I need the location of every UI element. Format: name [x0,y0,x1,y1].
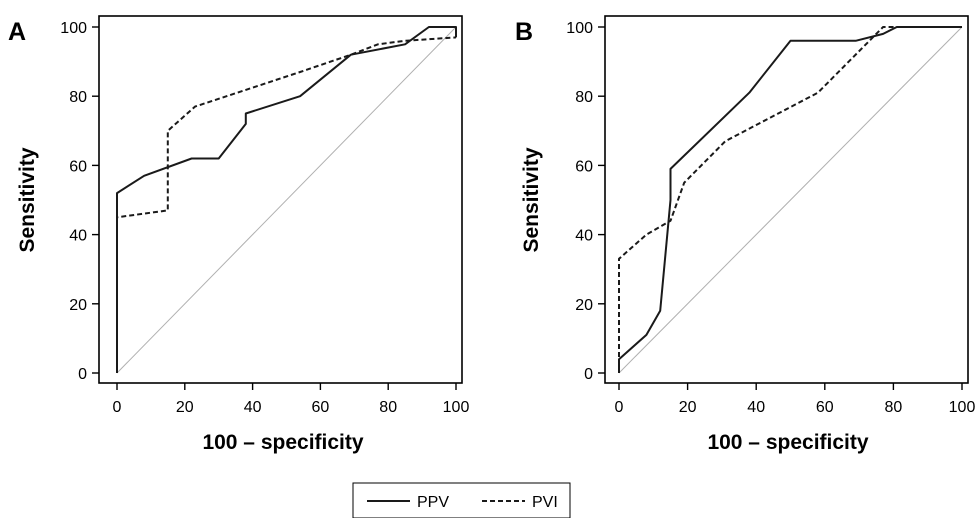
panel-a-series-pvi-line [116,36,457,373]
panel-a-x-axis-title: 100 – specificity [202,431,363,454]
panel-a-x-tick-label-0: 0 [113,399,122,416]
panel-a-y-axis-title: Sensitivity [16,147,39,252]
panel-b-x-tick-label-40: 40 [747,399,765,416]
panel-b-y-tick-label-20: 20 [575,297,593,314]
panel-a-x-tick-label-60: 60 [312,399,330,416]
panel-b-y-tick-label-80: 80 [575,89,593,106]
panel-a-x-tick-label-100: 100 [443,399,470,416]
panel-a-series-ppv-line [116,26,457,373]
panel-b-x-tick-label-0: 0 [615,399,624,416]
panel-b-plot-frame [604,15,969,384]
panel-a-reference-diagonal [116,26,457,374]
panel-b-x-tick-label-20: 20 [679,399,697,416]
panel-a-y-tick-label-100: 100 [60,20,87,37]
panel-a-x-tick-label-40: 40 [244,399,262,416]
panel-a-x-tick-label-80: 80 [379,399,397,416]
panel-a-y-tick-label-60: 60 [69,158,87,175]
panel-b-panel-letter: B [515,18,533,46]
panel-b-series-ppv-line [618,26,962,373]
panel-b-y-tick-label-40: 40 [575,228,593,245]
panel-a-y-tick-label-0: 0 [78,366,87,383]
panel-a-y-tick-label-80: 80 [69,89,87,106]
panel-a-chart: 0 20 40 60 80 100 0 20 40 60 80 100 100 – specificit… [8,15,470,454]
panel-b-y-tick-label-60: 60 [575,158,593,175]
panel-a-x-tick-label-20: 20 [176,399,194,416]
panel-a-plot-frame [98,15,463,384]
panel-b-y-tick-label-0: 0 [584,366,593,383]
panel-a-y-tick-label-20: 20 [69,297,87,314]
panel-b-x-tick-label-100: 100 [949,399,976,416]
panel-b-series-pvi-line [618,26,962,373]
legend-box [352,482,571,518]
panel-b-reference-diagonal [618,26,963,374]
legend-label-pvi: PVI [532,494,558,511]
panel-b-x-tick-label-60: 60 [816,399,834,416]
panel-b-y-axis-title: Sensitivity [520,147,543,252]
legend: PPV PVI [352,482,571,518]
panel-b-x-axis-title: 100 – specificity [707,431,868,454]
panel-b-y-tick-label-100: 100 [566,20,593,37]
panel-a-panel-letter: A [8,18,26,46]
panel-b-x-tick-label-80: 80 [885,399,903,416]
panel-a-y-tick-label-40: 40 [69,228,87,245]
panel-b-chart: 0 20 40 60 80 100 0 20 40 60 80 100 100 – specificit… [515,15,976,454]
legend-label-ppv: PPV [417,494,449,511]
